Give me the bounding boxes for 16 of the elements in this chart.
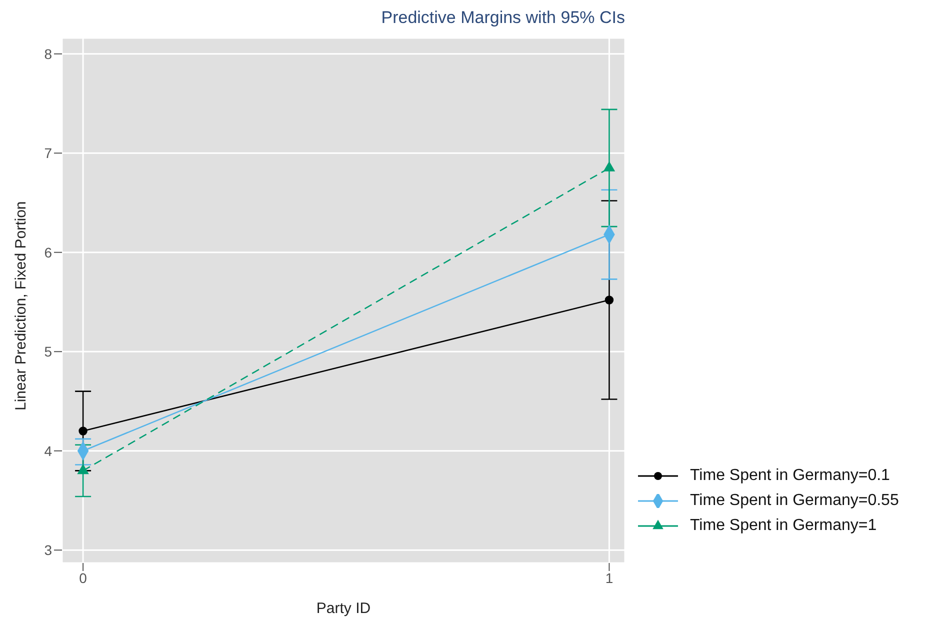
x-tick-label: 0 <box>79 570 88 586</box>
point <box>78 426 88 436</box>
legend-label: Time Spent in Germany=1 <box>690 516 877 534</box>
y-tick-label: 7 <box>44 145 52 162</box>
point <box>604 296 614 304</box>
x-axis-title: Party ID <box>316 600 371 617</box>
chart-title: Predictive Margins with 95% CIs <box>381 8 625 28</box>
y-tick-label: 8 <box>44 46 52 62</box>
y-tick-label: 6 <box>44 244 52 260</box>
y-axis-title: Linear Prediction, Fixed Portion <box>12 201 30 410</box>
legend-label: Time Spent in Germany=0.1 <box>690 466 890 484</box>
legend-label: Time Spent in Germany=0.55 <box>690 492 899 510</box>
x-tick-label: 1 <box>605 570 614 586</box>
y-tick-label: 5 <box>44 344 52 360</box>
y-tick-label: 4 <box>44 442 52 459</box>
y-tick-label: 3 <box>44 542 52 558</box>
